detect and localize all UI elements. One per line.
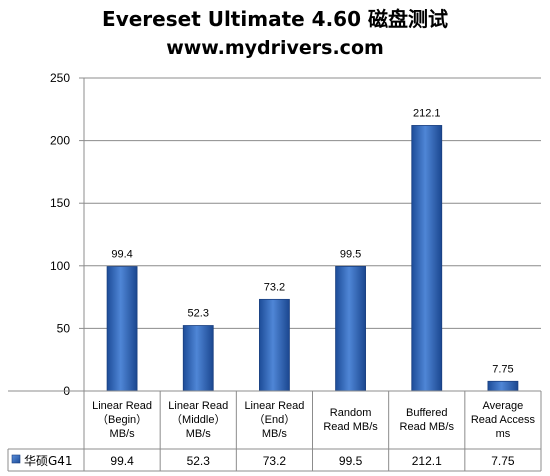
table-value: 52.3 bbox=[187, 454, 211, 468]
table-value: 7.75 bbox=[491, 454, 515, 468]
category-label: Buffered Read MB/s bbox=[400, 407, 455, 433]
legend-key bbox=[11, 454, 21, 464]
data-label: 73.2 bbox=[264, 281, 285, 293]
category-label: Linear Read （Middle） MB/s bbox=[168, 400, 228, 440]
data-label: 99.5 bbox=[340, 248, 361, 260]
category-label: Average Read Access ms bbox=[471, 400, 536, 440]
data-label: 7.75 bbox=[492, 363, 513, 375]
table-value: 73.2 bbox=[263, 454, 287, 468]
data-labels: 99.4 52.3 73.2 99.5 212.1 7.75 bbox=[111, 107, 513, 375]
table-value: 212.1 bbox=[412, 454, 442, 468]
category-label: Linear Read （Begin） MB/s bbox=[92, 400, 152, 440]
y-tick-label: 100 bbox=[50, 259, 70, 273]
bars bbox=[106, 125, 519, 392]
data-label: 52.3 bbox=[188, 308, 209, 320]
y-tick-label: 200 bbox=[50, 134, 70, 148]
series-name: 华硕G41 bbox=[24, 454, 73, 468]
y-tick-label: 50 bbox=[57, 321, 71, 335]
table-value: 99.4 bbox=[110, 454, 134, 468]
chart-subtitle: www.mydrivers.com bbox=[166, 37, 384, 59]
category-label: Random Read MB/s bbox=[323, 407, 378, 433]
data-table: Linear Read （Begin） MB/s Linear Read （Middle… bbox=[7, 390, 542, 472]
category-label: Linear Read （End） MB/s bbox=[244, 400, 304, 440]
table-value: 99.5 bbox=[339, 454, 363, 468]
y-tick-label: 250 bbox=[50, 71, 70, 85]
bar bbox=[106, 266, 138, 392]
data-label: 99.4 bbox=[111, 249, 132, 261]
gridlines bbox=[84, 77, 541, 329]
data-label: 212.1 bbox=[413, 107, 441, 119]
bar bbox=[487, 380, 519, 392]
bar bbox=[182, 325, 214, 392]
bar bbox=[259, 298, 290, 392]
chart-title: Evereset Ultimate 4.60 磁盘测试 bbox=[102, 7, 448, 31]
bar bbox=[335, 266, 366, 392]
bar bbox=[411, 125, 443, 392]
y-tick-label: 150 bbox=[50, 196, 70, 210]
